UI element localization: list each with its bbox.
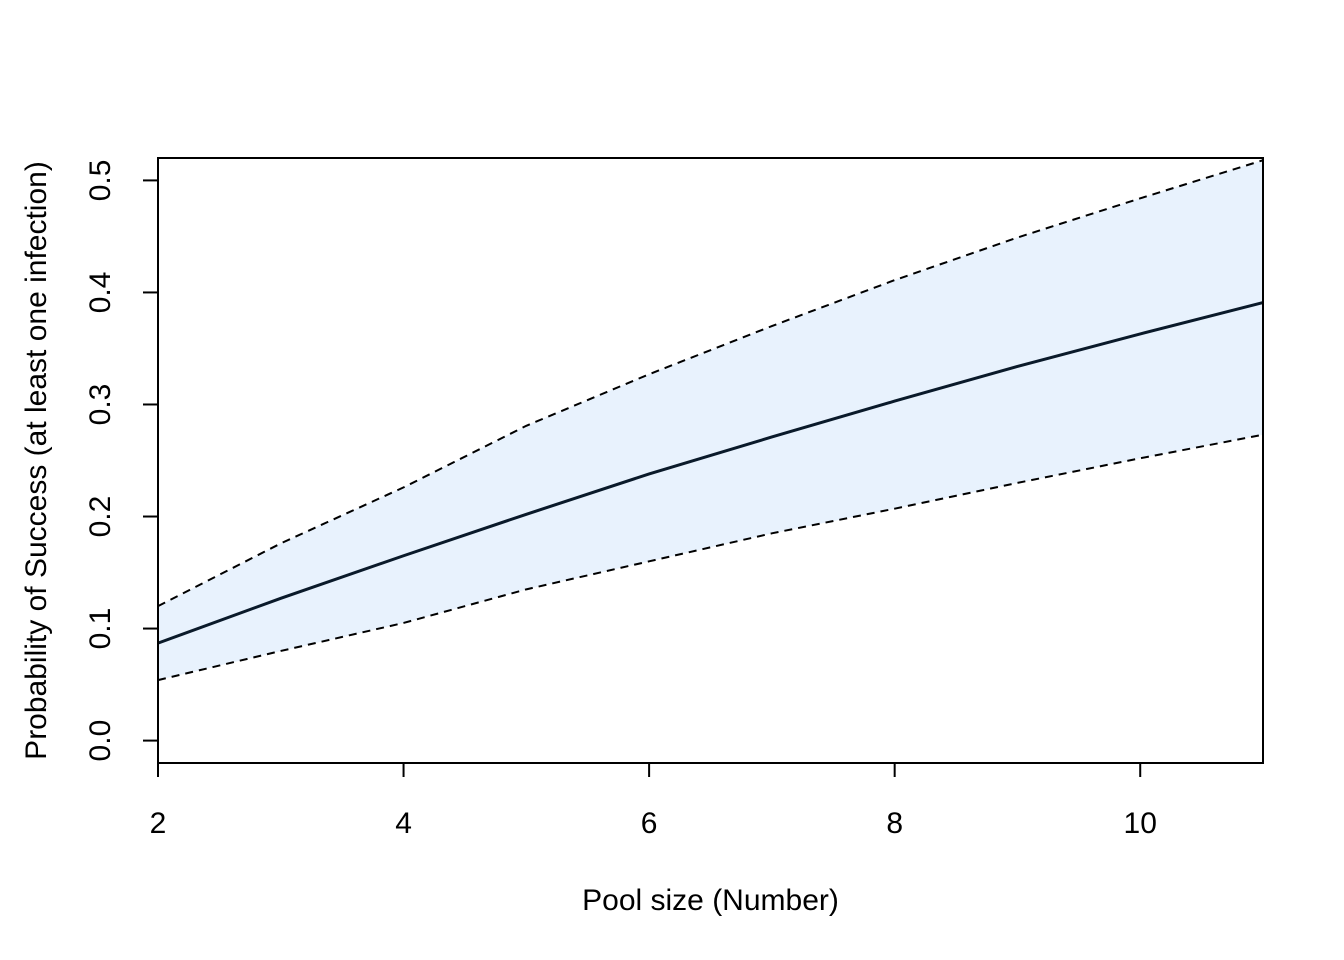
confidence-band: [158, 160, 1263, 681]
series-layer: [157, 159, 1264, 682]
x-tick-label: 4: [395, 807, 412, 840]
confidence-band-layer: [157, 160, 1264, 681]
lower-bound-line: [157, 433, 1264, 682]
y-axis: 0.0 0.1 0.2 0.3 0.4 0.5: [84, 160, 159, 762]
x-tick-label: 8: [886, 807, 903, 840]
y-tick-label: 0.1: [84, 608, 117, 650]
x-tick-label: 6: [641, 807, 658, 840]
x-axis: 2 4 6 8 10: [150, 762, 1157, 840]
y-tick-label: 0.5: [84, 160, 117, 202]
estimate-line: [157, 301, 1264, 645]
y-tick-label: 0.3: [84, 384, 117, 426]
y-tick-label: 0.2: [84, 496, 117, 538]
x-axis-title: Pool size (Number): [582, 884, 839, 917]
y-tick-label: 0.4: [84, 272, 117, 314]
x-tick-label: 10: [1124, 807, 1157, 840]
y-tick-label: 0.0: [84, 720, 117, 762]
x-tick-label: 2: [150, 807, 167, 840]
upper-bound-line: [157, 159, 1264, 608]
y-axis-title: Probability of Success (at least one inf…: [20, 161, 53, 760]
